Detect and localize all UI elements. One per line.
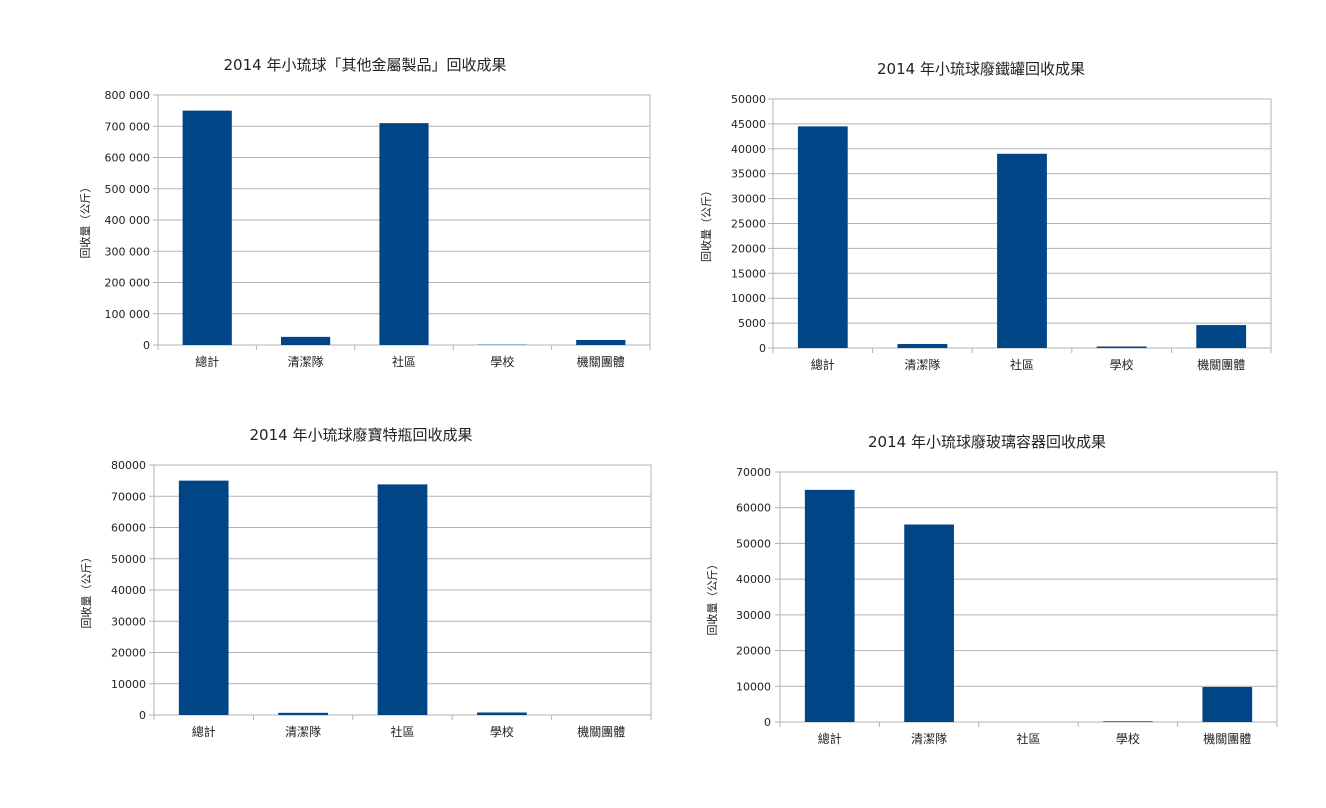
x-tick-label: 機關團體 <box>577 354 625 369</box>
y-tick-label: 400 000 <box>105 214 151 227</box>
y-tick-label: 0 <box>139 709 146 722</box>
bar-3 <box>379 123 429 345</box>
x-tick-label: 學校 <box>490 354 514 369</box>
bar-5 <box>576 340 626 345</box>
bar-1 <box>804 489 855 722</box>
x-tick-label: 學校 <box>1110 357 1134 372</box>
bar-2 <box>278 712 328 715</box>
y-tick-label: 200 000 <box>105 277 151 290</box>
y-tick-label: 10000 <box>111 678 146 691</box>
bar-3 <box>377 484 428 715</box>
y-tick-label: 15000 <box>731 267 766 280</box>
x-tick-label: 清潔隊 <box>911 731 947 746</box>
y-axis-label: 回收量（公斤） <box>705 559 719 636</box>
y-tick-label: 800 000 <box>105 89 151 102</box>
x-tick-label: 學校 <box>1116 731 1140 746</box>
chart-title: 2014 年小琉球廢寶特瓶回收成果 <box>250 426 473 444</box>
y-tick-label: 50000 <box>731 93 766 106</box>
y-tick-label: 20000 <box>736 645 771 658</box>
bar-1 <box>182 110 232 345</box>
chart-1: 0 100 000 200 000 300 000 400 000 500 000 600 … <box>78 56 651 369</box>
chart-title: 2014 年小琉球「其他金屬製品」回收成果 <box>224 56 507 74</box>
y-tick-label: 45000 <box>731 118 766 131</box>
x-tick-label: 機關團體 <box>1197 357 1245 372</box>
y-tick-label: 70000 <box>736 466 771 479</box>
bar-4 <box>1103 721 1153 722</box>
y-tick-label: 50000 <box>736 537 771 550</box>
y-tick-label: 25000 <box>731 218 766 231</box>
y-tick-label: 10000 <box>736 680 771 693</box>
bar-5 <box>1196 325 1247 348</box>
y-tick-label: 5000 <box>738 317 766 330</box>
y-tick-label: 0 <box>759 342 766 355</box>
bar-2 <box>904 524 954 722</box>
y-tick-label: 30000 <box>111 615 146 628</box>
x-tick-label: 機關團體 <box>577 724 625 739</box>
y-tick-label: 100 000 <box>105 308 151 321</box>
y-tick-label: 10000 <box>731 292 766 305</box>
bar-4 <box>477 712 527 715</box>
y-tick-label: 60000 <box>111 522 146 535</box>
y-tick-label: 0 <box>143 339 150 352</box>
y-tick-label: 0 <box>764 716 771 729</box>
chart-4: 0 10000 20000 30000 40000 50000 60000 70000 總計 清潔… <box>705 433 1278 746</box>
bar-1 <box>797 126 848 348</box>
y-tick-label: 40000 <box>736 573 771 586</box>
x-tick-label: 機關團體 <box>1203 731 1251 746</box>
y-tick-label: 500 000 <box>105 183 151 196</box>
y-tick-label: 40000 <box>111 584 146 597</box>
chart-2: 0 5000 10000 15000 20000 25000 30000 35000 40000… <box>699 60 1272 372</box>
chart-3: 0 10000 20000 30000 40000 50000 60000 70000 8000… <box>79 426 652 739</box>
y-tick-label: 600 000 <box>105 152 151 165</box>
bar-4 <box>1096 346 1147 348</box>
y-tick-label: 20000 <box>111 647 146 660</box>
x-tick-label: 學校 <box>490 724 514 739</box>
x-tick-label: 總計 <box>818 731 842 746</box>
x-tick-label: 社區 <box>1016 731 1040 746</box>
y-tick-label: 50000 <box>111 553 146 566</box>
x-tick-label: 總計 <box>195 354 219 369</box>
y-tick-label: 20000 <box>731 242 766 255</box>
x-tick-label: 總計 <box>811 357 835 372</box>
y-tick-label: 40000 <box>731 143 766 156</box>
x-tick-label: 社區 <box>390 724 414 739</box>
y-tick-label: 300 000 <box>105 245 151 258</box>
y-tick-label: 60000 <box>736 502 771 515</box>
bar-1 <box>178 480 229 715</box>
y-tick-label: 80000 <box>111 459 146 472</box>
chart-title: 2014 年小琉球廢玻璃容器回收成果 <box>868 433 1106 451</box>
bar-2 <box>281 336 331 345</box>
bar-3 <box>997 153 1047 348</box>
x-tick-label: 社區 <box>1010 357 1034 372</box>
y-tick-label: 70000 <box>111 490 146 503</box>
y-axis-label: 回收量（公斤） <box>78 182 92 259</box>
y-tick-label: 35000 <box>731 168 766 181</box>
y-tick-label: 30000 <box>731 193 766 206</box>
y-axis-label: 回收量（公斤） <box>699 185 713 262</box>
bar-2 <box>897 344 948 348</box>
y-axis-label: 回收量（公斤） <box>79 552 93 629</box>
bar-5 <box>1202 687 1253 722</box>
y-tick-label: 700 000 <box>105 120 151 133</box>
x-tick-label: 清潔隊 <box>904 357 940 372</box>
x-tick-label: 社區 <box>392 354 416 369</box>
y-tick-label: 30000 <box>736 609 771 622</box>
x-tick-label: 總計 <box>192 724 216 739</box>
x-tick-label: 清潔隊 <box>288 354 324 369</box>
x-tick-label: 清潔隊 <box>285 724 321 739</box>
chart-title: 2014 年小琉球廢鐵罐回收成果 <box>877 60 1085 78</box>
